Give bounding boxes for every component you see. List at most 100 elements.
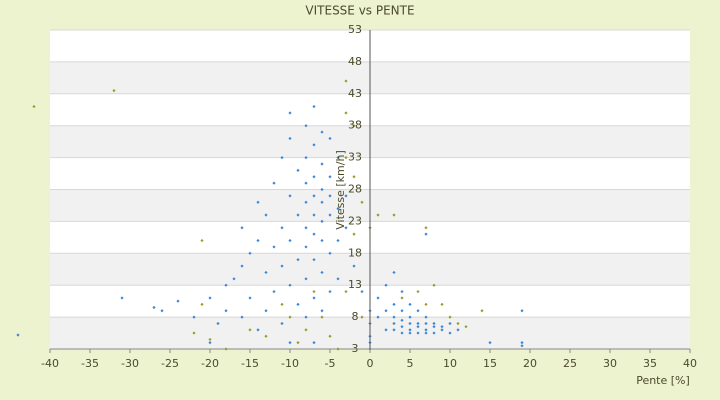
x-tick-label: 15: [483, 357, 497, 370]
point: [376, 213, 380, 217]
point: [272, 289, 276, 294]
y-tick-label: 8: [352, 310, 359, 323]
x-tick-label: 40: [683, 357, 697, 370]
point: [408, 321, 412, 326]
point: [320, 315, 324, 319]
point: [312, 175, 316, 179]
point: [400, 296, 404, 300]
point: [360, 315, 364, 319]
y-tick-label: 38: [348, 119, 362, 132]
y-tick-label: 13: [348, 278, 362, 291]
point: [160, 309, 164, 313]
point: [288, 136, 292, 141]
point: [400, 318, 404, 322]
point: [336, 277, 340, 281]
point: [264, 309, 268, 313]
point: [296, 302, 300, 306]
point: [296, 258, 300, 262]
point: [304, 226, 308, 230]
point: [280, 264, 284, 268]
point: [432, 331, 436, 335]
point: [392, 302, 396, 306]
point: [16, 333, 20, 337]
point: [272, 245, 276, 249]
axes: 38131823283338434853-40-35-30-25-20-15-1…: [41, 23, 697, 370]
point: [344, 289, 348, 294]
point: [320, 270, 324, 275]
point: [432, 325, 436, 329]
point: [328, 213, 332, 217]
x-tick-label: 35: [643, 357, 657, 370]
x-tick-label: -40: [41, 357, 59, 370]
point: [208, 341, 212, 345]
point: [296, 168, 300, 172]
point: [264, 213, 268, 217]
point: [304, 315, 308, 319]
x-tick-label: -30: [121, 357, 139, 370]
points: [16, 79, 524, 351]
point: [408, 302, 412, 306]
point: [320, 162, 324, 166]
point: [312, 143, 316, 147]
point: [328, 251, 332, 255]
y-tick-label: 43: [348, 87, 362, 100]
point: [304, 328, 308, 332]
point: [440, 328, 444, 332]
point: [304, 124, 308, 128]
point: [320, 130, 324, 134]
x-tick-label: 25: [563, 357, 577, 370]
point: [320, 187, 324, 192]
point: [256, 328, 260, 332]
y-tick-label: 23: [348, 214, 362, 227]
x-axis-title: Pente [%]: [636, 374, 690, 387]
point: [416, 325, 420, 329]
point: [344, 79, 348, 83]
point: [312, 341, 316, 345]
point: [296, 213, 300, 217]
point: [328, 194, 332, 198]
point: [448, 331, 452, 335]
point: [448, 315, 452, 319]
y-tick-label: 48: [348, 55, 362, 68]
point: [392, 213, 396, 217]
point: [520, 341, 524, 345]
point: [312, 194, 316, 198]
point: [288, 111, 292, 115]
point: [520, 309, 524, 313]
point: [264, 270, 268, 275]
point: [224, 309, 228, 313]
point: [120, 296, 124, 300]
point: [312, 296, 316, 300]
point: [416, 331, 420, 335]
point: [304, 245, 308, 249]
point: [336, 156, 340, 160]
point: [424, 232, 428, 236]
y-axis-title: Vitesse [km/h]: [334, 150, 347, 230]
point: [280, 302, 284, 306]
point: [192, 315, 196, 319]
point: [200, 238, 204, 243]
point: [200, 302, 204, 306]
point: [352, 124, 356, 128]
point: [320, 309, 324, 313]
x-tick-label: 0: [367, 357, 374, 370]
point: [344, 111, 348, 115]
point: [312, 232, 316, 236]
y-tick-label: 28: [348, 183, 362, 196]
point: [456, 328, 460, 332]
point: [216, 321, 220, 326]
point: [328, 136, 332, 141]
point: [312, 258, 316, 262]
point: [488, 341, 492, 345]
x-tick-label: -20: [201, 357, 219, 370]
point: [176, 299, 180, 303]
point: [232, 277, 236, 281]
point: [424, 315, 428, 319]
point: [400, 331, 404, 335]
point: [240, 264, 244, 268]
point: [416, 321, 420, 326]
point: [312, 289, 316, 294]
x-tick-label: 30: [603, 357, 617, 370]
y-tick-label: 53: [348, 23, 362, 36]
point: [248, 251, 252, 255]
